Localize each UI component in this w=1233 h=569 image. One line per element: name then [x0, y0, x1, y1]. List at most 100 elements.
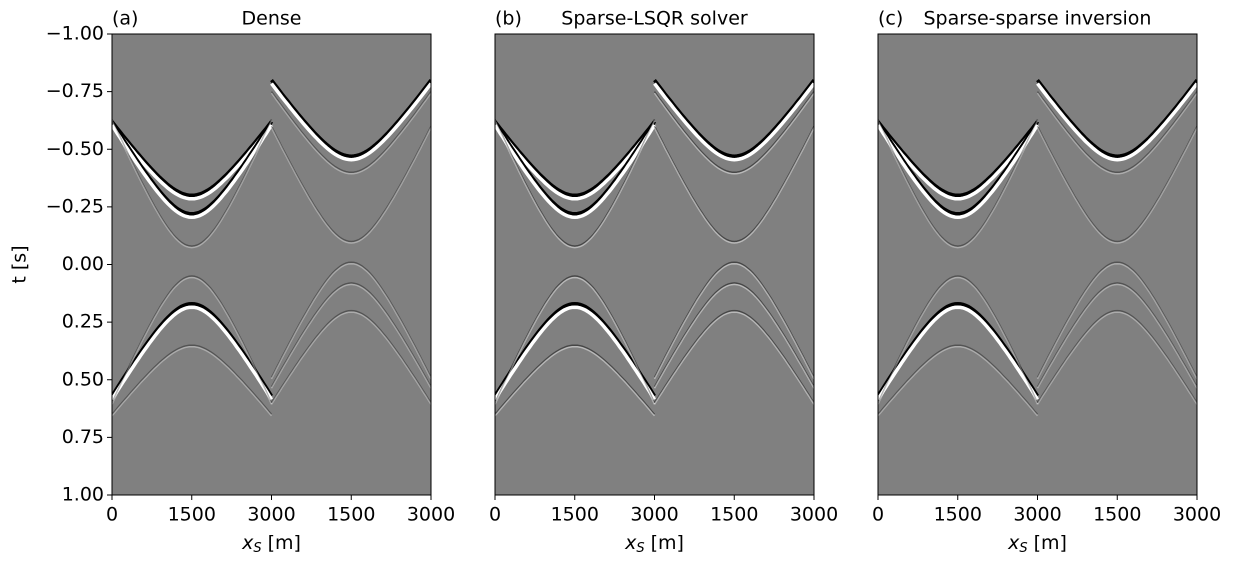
x-tick-label: 0	[489, 504, 501, 526]
x-tick-label: 1500	[168, 504, 216, 526]
seismic-event	[878, 120, 1039, 198]
x-tick-label: 3000	[1173, 504, 1221, 526]
x-label-subscript: S	[1019, 541, 1027, 556]
x-label-symbol: x	[241, 532, 254, 554]
y-tick-label: 0.25	[62, 311, 104, 333]
y-tick-label: −1.00	[46, 23, 104, 45]
seismic-image	[495, 34, 814, 495]
image-background	[878, 34, 1197, 495]
seismic-event	[495, 275, 656, 404]
x-tick-label: 3000	[790, 504, 838, 526]
panel-title: Dense	[242, 8, 302, 30]
y-tick-label: 0.75	[62, 426, 104, 448]
x-tick-label: 0	[872, 504, 884, 526]
y-tick-label: −0.25	[46, 195, 104, 217]
x-label-symbol: x	[624, 532, 637, 554]
seismic-event	[495, 344, 656, 415]
x-tick-label: 3000	[630, 504, 678, 526]
x-label-subscript: S	[253, 541, 261, 556]
seismic-event	[112, 344, 273, 415]
seismic-event	[112, 345, 273, 417]
seismic-event	[112, 118, 273, 247]
x-tick-label: 3000	[407, 504, 455, 526]
x-axis-label: xS [m]	[624, 532, 684, 556]
seismic-event	[653, 309, 814, 404]
seismic-event	[495, 120, 656, 249]
x-axis-label: xS [m]	[1007, 532, 1067, 556]
seismic-event	[270, 92, 431, 175]
seismic-event	[653, 82, 814, 162]
seismic-event	[1036, 283, 1197, 389]
seismic-event	[112, 124, 273, 201]
seismic-event	[878, 345, 1039, 417]
seismic-event	[653, 79, 814, 158]
seismic-event	[1036, 91, 1197, 174]
seismic-event	[653, 92, 814, 175]
seismic-event	[112, 120, 273, 216]
x-label-unit: [m]	[1034, 532, 1067, 554]
seismic-event	[878, 275, 1039, 404]
seismic-event	[878, 124, 1039, 220]
panel-label: (b)	[495, 8, 522, 30]
seismic-event	[112, 120, 273, 249]
seismic-event	[495, 345, 656, 417]
x-label-subscript: S	[636, 541, 644, 556]
seismic-event	[653, 262, 814, 380]
seismic-event	[1036, 125, 1197, 243]
seismic-event	[1036, 262, 1197, 380]
seismic-event	[270, 125, 431, 243]
y-tick-label: 1.00	[62, 484, 104, 506]
y-tick-label: −0.50	[46, 138, 104, 160]
seismic-event	[653, 261, 814, 378]
x-tick-label: 3000	[247, 504, 295, 526]
x-tick-label: 3000	[1013, 504, 1061, 526]
seismic-event	[495, 120, 656, 216]
panel-label: (c)	[878, 8, 903, 30]
x-tick-label: 1500	[327, 504, 375, 526]
seismic-event	[270, 309, 431, 404]
y-tick-label: 0.50	[62, 368, 104, 390]
seismic-event	[112, 301, 273, 397]
image-background	[112, 34, 431, 495]
seismic-event	[653, 282, 814, 388]
seismic-event	[878, 344, 1039, 415]
seismic-event	[1036, 282, 1197, 388]
seismic-event	[1036, 82, 1197, 162]
x-tick-label: 0	[106, 504, 118, 526]
seismic-event	[1036, 309, 1197, 404]
seismic-event	[653, 283, 814, 389]
image-background	[495, 34, 814, 495]
seismic-event	[270, 262, 431, 380]
seismic-event	[112, 124, 273, 220]
seismic-event	[1036, 127, 1197, 244]
x-label-unit: [m]	[651, 532, 684, 554]
seismic-event	[653, 127, 814, 244]
seismic-event	[112, 120, 273, 198]
seismic-event	[270, 127, 431, 244]
seismic-event	[878, 124, 1039, 201]
seismic-event	[270, 311, 431, 405]
seismic-event	[112, 305, 273, 401]
seismic-image	[878, 34, 1197, 495]
seismic-event	[878, 120, 1039, 216]
x-tick-label: 1500	[551, 504, 599, 526]
seismic-event	[653, 91, 814, 174]
x-label-unit: [m]	[268, 532, 301, 554]
x-tick-label: 1500	[934, 504, 982, 526]
seismic-event	[878, 118, 1039, 247]
seismic-event	[270, 79, 431, 158]
seismic-event	[1036, 92, 1197, 175]
seismic-event	[495, 120, 656, 198]
x-axis-label: xS [m]	[241, 532, 301, 556]
seismic-event	[878, 120, 1039, 249]
seismic-event	[495, 124, 656, 201]
seismic-event	[270, 282, 431, 388]
seismic-event	[270, 82, 431, 162]
x-tick-label: 1500	[710, 504, 758, 526]
y-tick-label: 0.00	[62, 253, 104, 275]
y-tick-label: −0.75	[46, 80, 104, 102]
seismic-event	[878, 276, 1039, 405]
seismic-event	[112, 276, 273, 405]
seismic-event	[112, 275, 273, 404]
